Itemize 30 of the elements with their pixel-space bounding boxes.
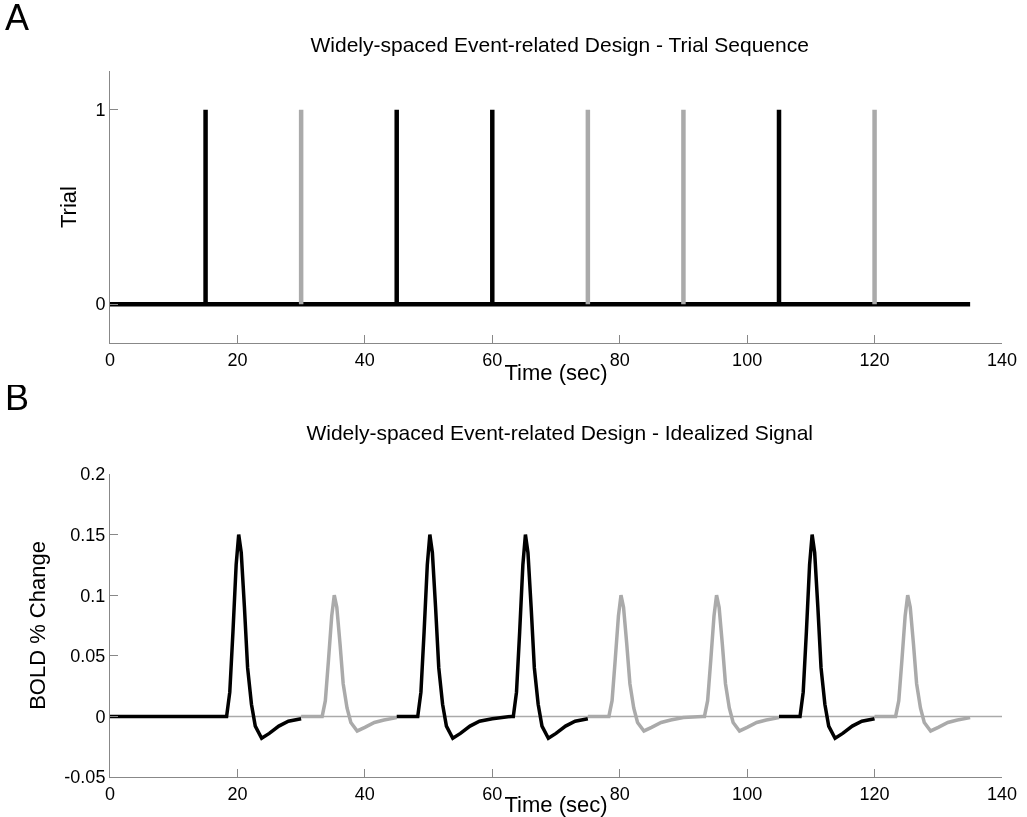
x-axis-title: Time (sec) [504,360,608,385]
x-tick-label: 20 [227,783,248,804]
x-tick-label: 100 [732,783,763,804]
x-tick-label: 60 [482,783,503,804]
y-axis-title: Trial [56,186,82,228]
x-tick-label: 120 [859,349,890,370]
y-tick-label: 0.2 [80,464,106,485]
text: A [5,0,30,38]
x-tick-label: 60 [482,349,503,370]
x-tick-label: 80 [609,349,630,370]
x-tick-label: 40 [354,349,375,370]
x-tick-label: 140 [986,783,1018,804]
x-tick-label: 80 [609,783,630,804]
y-tick-label: 0 [95,294,106,315]
x-tick-label: 120 [859,783,890,804]
y-tick-label: 0.15 [70,524,106,545]
text: B [5,377,30,418]
y-tick-label: -0.05 [64,767,106,788]
x-tick-label: 40 [354,783,375,804]
y-tick-label: 0.05 [70,646,106,667]
y-tick-label: 0.1 [80,585,106,606]
chart-title: Widely-spaced Event-related Design - Trial Sequence [310,33,809,57]
chart-title: Widely-spaced Event-related Design - Idealized Signal [306,421,814,445]
y-tick-label: 1 [95,100,106,121]
y-tick-label: 0 [95,706,106,727]
x-tick-label: 20 [227,349,248,370]
y-axis-title: BOLD % Change [25,541,51,710]
x-tick-label: 100 [732,349,763,370]
x-tick-label: 140 [986,349,1018,370]
x-axis-title: Time (sec) [504,792,608,817]
